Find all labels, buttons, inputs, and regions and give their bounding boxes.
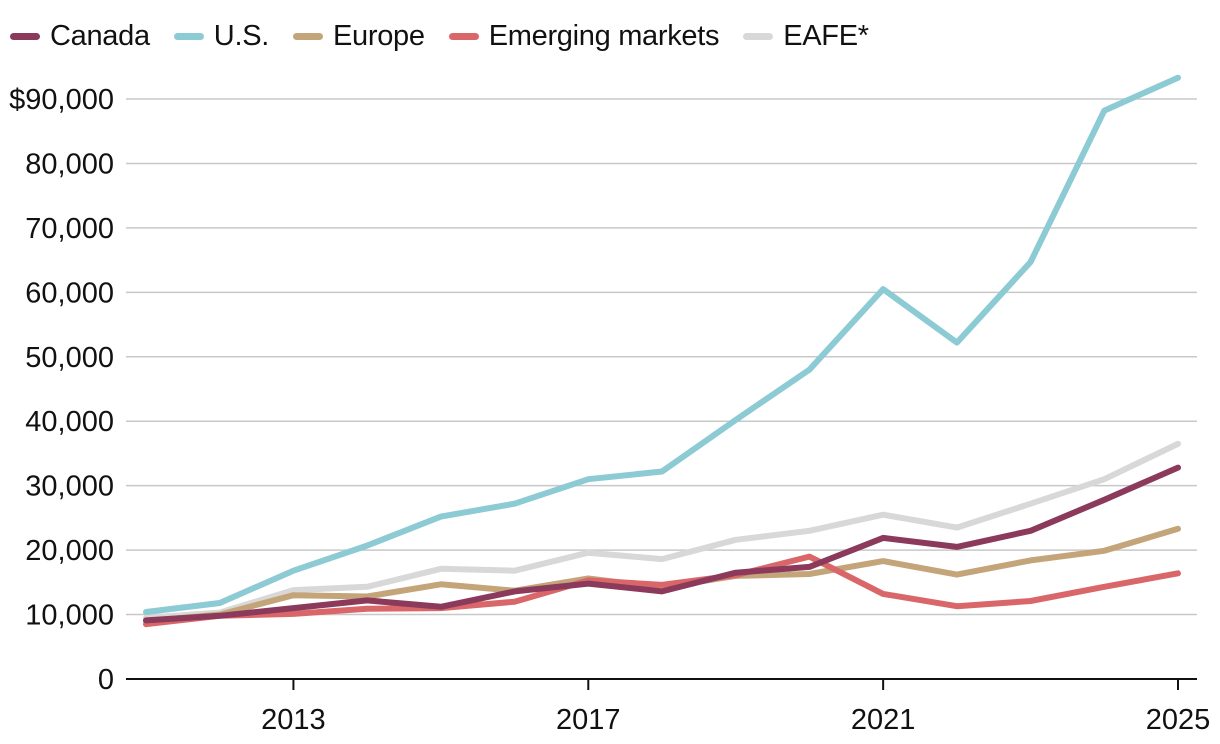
- legend-swatch: [10, 32, 40, 40]
- axes: 0 10,000 20,000 30,000 40,000 50,000 60,000 70,…: [9, 84, 1210, 736]
- series-lines: [143, 74, 1181, 628]
- legend-item: EAFE*: [743, 20, 869, 53]
- series-line-u-s: [143, 74, 1181, 615]
- legend-label: Europe: [333, 19, 425, 52]
- legend-label: Canada: [50, 19, 150, 52]
- y-tick-label: 50,000: [25, 342, 114, 374]
- x-tick-label: 2013: [261, 704, 326, 736]
- y-tick-label: 20,000: [25, 535, 114, 567]
- legend-item: Canada: [10, 20, 150, 53]
- x-tick-label: 2021: [851, 704, 916, 736]
- gridlines: [126, 98, 1197, 616]
- series-line-eafe: [143, 440, 1181, 621]
- series-line-emerging-markets: [143, 553, 1181, 628]
- legend-item: Europe: [293, 20, 425, 53]
- y-tick-label: 40,000: [25, 406, 114, 438]
- legend-item: Emerging markets: [448, 19, 720, 53]
- legend-item: U.S.: [173, 19, 270, 53]
- y-tick-label: 10,000: [25, 600, 114, 632]
- legend-swatch: [448, 32, 479, 40]
- series-line-canada: [143, 464, 1181, 624]
- legend-label: EAFE*: [783, 19, 869, 52]
- y-tick-label: 80,000: [25, 148, 114, 180]
- legend-label: Emerging markets: [488, 19, 720, 52]
- chart-legend: Canada U.S. Europe Emerging markets EAFE*: [10, 14, 893, 58]
- y-tick-label: 0: [98, 664, 114, 696]
- y-tick-label: 30,000: [25, 471, 114, 503]
- x-tick-label: 2025: [1146, 704, 1211, 736]
- legend-swatch: [173, 32, 204, 40]
- legend-swatch: [293, 32, 323, 40]
- legend-swatch: [743, 32, 774, 40]
- y-tick-label: 60,000: [25, 277, 114, 309]
- legend-label: U.S.: [213, 19, 270, 52]
- x-tick-label: 2017: [556, 704, 621, 736]
- y-tick-label: $90,000: [9, 84, 114, 116]
- y-tick-label: 70,000: [25, 213, 114, 245]
